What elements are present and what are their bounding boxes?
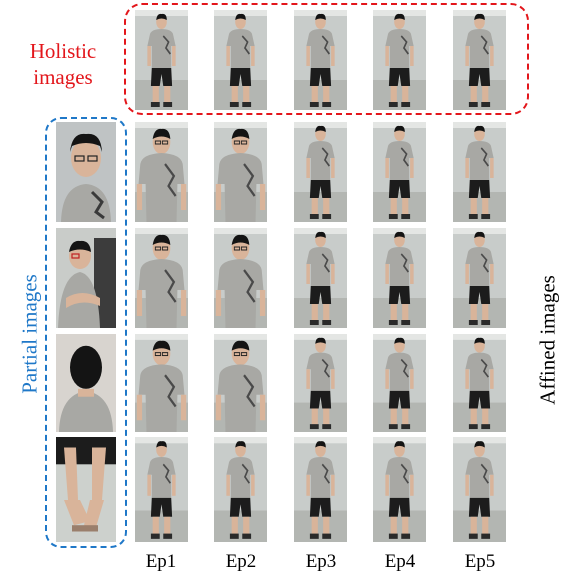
affined-image-r3-ep1 xyxy=(135,334,188,432)
affined-image-r3-ep5-figure xyxy=(453,334,506,432)
ep1-label: Ep1 xyxy=(145,551,177,572)
affined-image-r1-ep2 xyxy=(214,122,267,222)
affined-image-r4-ep1-figure xyxy=(135,437,188,542)
affined-image-r2-ep4 xyxy=(373,228,426,328)
partial-back-image-figure xyxy=(56,334,116,432)
affined-image-r2-ep5-figure xyxy=(453,228,506,328)
affined-image-r4-ep3-figure xyxy=(294,437,347,542)
affined-image-r2-ep1 xyxy=(135,228,188,328)
holistic-image-5-figure xyxy=(453,10,506,110)
affined-image-r4-ep5-figure xyxy=(453,437,506,542)
affined-image-r4-ep2-figure xyxy=(214,437,267,542)
affined-image-r4-ep5 xyxy=(453,437,506,542)
affined-image-r1-ep5 xyxy=(453,122,506,222)
holistic-dashed-box xyxy=(124,3,529,115)
partial-legs-image-figure xyxy=(56,437,116,542)
holistic-image-4 xyxy=(373,10,426,110)
affined-image-r2-ep4-figure xyxy=(373,228,426,328)
partial-back-image xyxy=(56,334,116,432)
affined-image-r4-ep2 xyxy=(214,437,267,542)
affined-image-r1-ep1 xyxy=(135,122,188,222)
holistic-image-3 xyxy=(294,10,347,110)
holistic-image-2 xyxy=(214,10,267,110)
partial-face-image xyxy=(56,122,116,222)
affined-image-r2-ep2-figure xyxy=(214,228,267,328)
holistic-image-2-figure xyxy=(214,10,267,110)
affined-image-r4-ep4-figure xyxy=(373,437,426,542)
affined-image-r4-ep4 xyxy=(373,437,426,542)
partial-legs-image xyxy=(56,437,116,542)
holistic-image-1 xyxy=(135,10,188,110)
ep4-label: Ep4 xyxy=(384,551,416,572)
affined-image-r2-ep3 xyxy=(294,228,347,328)
holistic-image-5 xyxy=(453,10,506,110)
affined-image-r1-ep3 xyxy=(294,122,347,222)
holistic-image-4-figure xyxy=(373,10,426,110)
affined-image-r3-ep2-figure xyxy=(214,334,267,432)
affined-image-r3-ep1-figure xyxy=(135,334,188,432)
ep3-label: Ep3 xyxy=(305,551,337,572)
partial-sitting-image xyxy=(56,228,116,328)
holistic-image-3-figure xyxy=(294,10,347,110)
affined-image-r4-ep1 xyxy=(135,437,188,542)
affined-image-r3-ep2 xyxy=(214,334,267,432)
affined-image-r2-ep2 xyxy=(214,228,267,328)
affined-image-r2-ep5 xyxy=(453,228,506,328)
partial-images-label: Partial images xyxy=(17,274,42,394)
affined-image-r1-ep2-figure xyxy=(214,122,267,222)
affined-image-r1-ep4 xyxy=(373,122,426,222)
affined-image-r1-ep3-figure xyxy=(294,122,347,222)
affined-image-r4-ep3 xyxy=(294,437,347,542)
affined-image-r1-ep4-figure xyxy=(373,122,426,222)
partial-dashed-box xyxy=(45,117,127,548)
partial-face-image-figure xyxy=(56,122,116,222)
affined-image-r1-ep1-figure xyxy=(135,122,188,222)
affined-images-label: Affined images xyxy=(535,275,560,405)
affined-image-r1-ep5-figure xyxy=(453,122,506,222)
affined-image-r3-ep4 xyxy=(373,334,426,432)
affined-image-r2-ep1-figure xyxy=(135,228,188,328)
affined-image-r3-ep5 xyxy=(453,334,506,432)
affined-image-r3-ep3 xyxy=(294,334,347,432)
holistic-image-1-figure xyxy=(135,10,188,110)
ep5-label: Ep5 xyxy=(464,551,496,572)
affined-image-r3-ep4-figure xyxy=(373,334,426,432)
affined-image-r2-ep3-figure xyxy=(294,228,347,328)
ep2-label: Ep2 xyxy=(225,551,257,572)
partial-sitting-image-figure xyxy=(56,228,116,328)
holistic-images-label: Holistic images xyxy=(29,39,97,89)
affined-image-r3-ep3-figure xyxy=(294,334,347,432)
